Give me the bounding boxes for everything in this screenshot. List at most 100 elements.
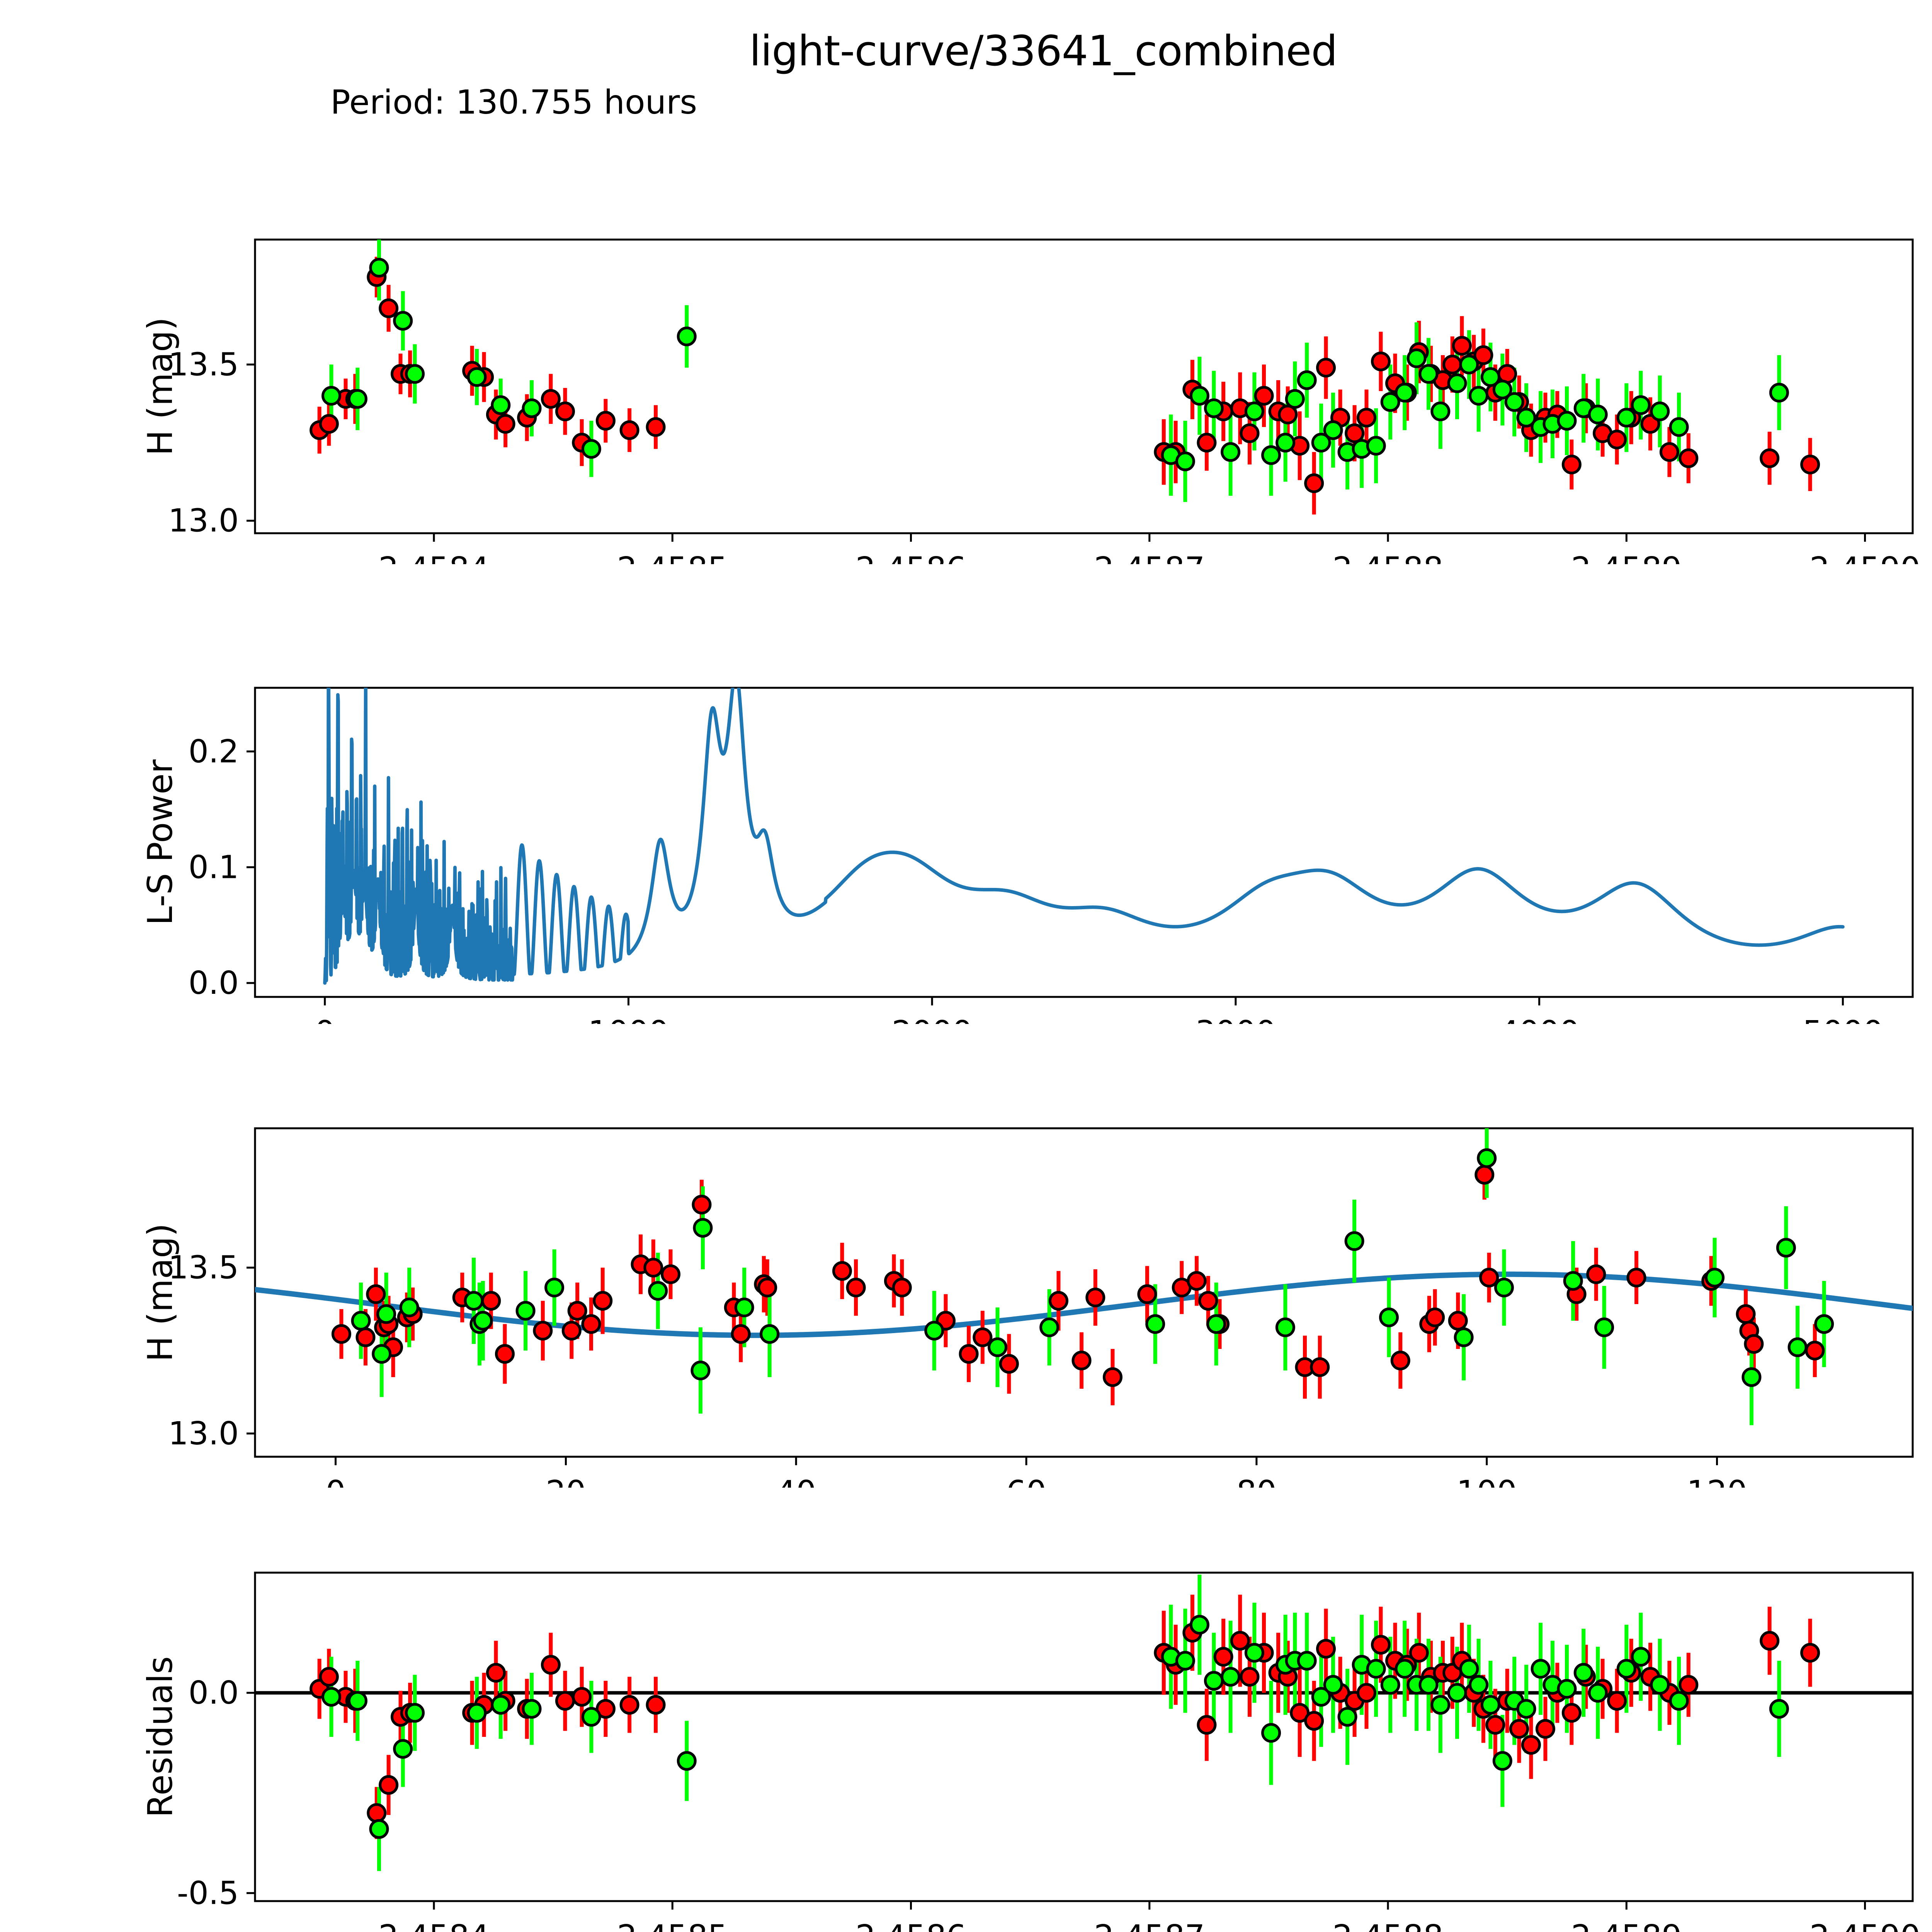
data-point bbox=[1480, 1695, 1500, 1715]
data-point bbox=[973, 1327, 993, 1347]
data-point bbox=[1531, 1659, 1551, 1679]
data-point bbox=[646, 1695, 666, 1715]
data-point bbox=[473, 1311, 493, 1331]
data-point bbox=[660, 1264, 680, 1284]
data-point bbox=[1366, 436, 1386, 456]
data-point bbox=[541, 389, 561, 409]
data-point bbox=[1418, 1675, 1439, 1695]
data-point bbox=[1261, 445, 1281, 465]
data-point bbox=[1469, 386, 1489, 406]
y-tick-label: -0.5 bbox=[177, 1875, 239, 1912]
data-point bbox=[1509, 1719, 1529, 1739]
data-point bbox=[464, 1291, 484, 1311]
data-point bbox=[1244, 401, 1264, 422]
data-point bbox=[1278, 405, 1298, 425]
data-point bbox=[1626, 1267, 1646, 1287]
data-point bbox=[1048, 1291, 1068, 1311]
data-point bbox=[1477, 1148, 1497, 1168]
data-point bbox=[643, 1258, 663, 1278]
data-point bbox=[734, 1298, 754, 1318]
data-point bbox=[760, 1324, 780, 1344]
data-point bbox=[1736, 1304, 1756, 1324]
data-point bbox=[1425, 1307, 1445, 1327]
data-point bbox=[331, 1324, 351, 1344]
data-point bbox=[581, 1707, 601, 1727]
data-point bbox=[1805, 1340, 1825, 1361]
data-point bbox=[1344, 1231, 1364, 1251]
data-point bbox=[1760, 448, 1780, 468]
data-point bbox=[347, 389, 367, 409]
data-point bbox=[405, 364, 425, 384]
data-point bbox=[393, 1739, 413, 1759]
data-point bbox=[892, 1277, 912, 1298]
errorbars-green-band bbox=[329, 240, 1781, 502]
data-point bbox=[376, 1304, 396, 1324]
data-point bbox=[1447, 1683, 1467, 1703]
data-point bbox=[581, 1314, 601, 1334]
data-point bbox=[1459, 1659, 1479, 1679]
data-point bbox=[1316, 1639, 1336, 1659]
data-point bbox=[1744, 1334, 1764, 1354]
data-point bbox=[1204, 1671, 1224, 1691]
data-point bbox=[1230, 1631, 1250, 1651]
x-tick-label: 0 bbox=[315, 1014, 335, 1024]
data-point bbox=[1198, 1291, 1218, 1311]
data-point bbox=[1492, 1751, 1512, 1771]
markers-red-band bbox=[310, 267, 1820, 493]
data-point bbox=[555, 401, 575, 422]
data-point bbox=[1221, 1667, 1241, 1687]
data-point bbox=[1769, 1699, 1789, 1719]
data-point bbox=[832, 1261, 852, 1281]
x-tick-label: 1000 bbox=[588, 1014, 669, 1024]
data-point bbox=[321, 386, 342, 406]
data-point bbox=[1669, 1691, 1689, 1711]
data-point bbox=[1323, 420, 1343, 440]
data-point bbox=[1311, 1687, 1331, 1707]
data-point bbox=[541, 1655, 561, 1675]
data-point bbox=[959, 1344, 979, 1364]
data-point bbox=[1504, 392, 1524, 412]
plot-canvas-lomb-scargle-periodogram: 0100020003000400050000.00.10.2Rotational… bbox=[140, 687, 1914, 1024]
data-point bbox=[1430, 1695, 1451, 1715]
x-tick-label: 2.4586 bbox=[855, 551, 966, 564]
markers-green-band bbox=[321, 258, 1789, 471]
data-point bbox=[1276, 433, 1296, 453]
data-point bbox=[1187, 1271, 1207, 1291]
data-point bbox=[924, 1321, 944, 1341]
data-point bbox=[619, 420, 639, 440]
data-point bbox=[1337, 1707, 1357, 1727]
y-tick-label: 0.1 bbox=[189, 849, 239, 886]
data-point bbox=[1356, 1683, 1376, 1703]
page-title: light-curve/33641_combined bbox=[749, 27, 1338, 75]
data-point bbox=[1323, 1675, 1343, 1695]
x-tick-label: 5000 bbox=[1803, 1014, 1883, 1024]
markers-green-band bbox=[351, 1148, 1834, 1387]
data-point bbox=[1473, 345, 1493, 365]
data-point bbox=[1742, 1367, 1762, 1387]
data-point bbox=[619, 1695, 639, 1715]
data-point bbox=[593, 1291, 613, 1311]
data-point bbox=[1366, 1659, 1386, 1679]
data-point bbox=[1430, 401, 1451, 422]
axes-frame bbox=[254, 687, 1914, 998]
data-point bbox=[757, 1277, 777, 1298]
data-point bbox=[1447, 373, 1467, 393]
data-point bbox=[319, 414, 339, 434]
data-point bbox=[1175, 451, 1195, 471]
data-point bbox=[595, 1699, 616, 1719]
data-point bbox=[399, 1298, 419, 1318]
period-annotation: Period: 130.755 hours bbox=[330, 83, 697, 122]
data-point bbox=[1102, 1367, 1122, 1387]
data-point bbox=[467, 1703, 487, 1723]
data-point bbox=[495, 1344, 515, 1364]
data-point bbox=[1459, 354, 1479, 374]
data-point bbox=[567, 1301, 587, 1321]
errorbars-red-band bbox=[317, 1595, 1812, 1839]
plot-area bbox=[255, 1128, 1913, 1425]
y-axis-label: H (mag) bbox=[140, 317, 180, 456]
data-point bbox=[372, 1344, 392, 1364]
data-point bbox=[1304, 473, 1324, 493]
data-point bbox=[1650, 401, 1670, 422]
data-point bbox=[1469, 1675, 1489, 1695]
